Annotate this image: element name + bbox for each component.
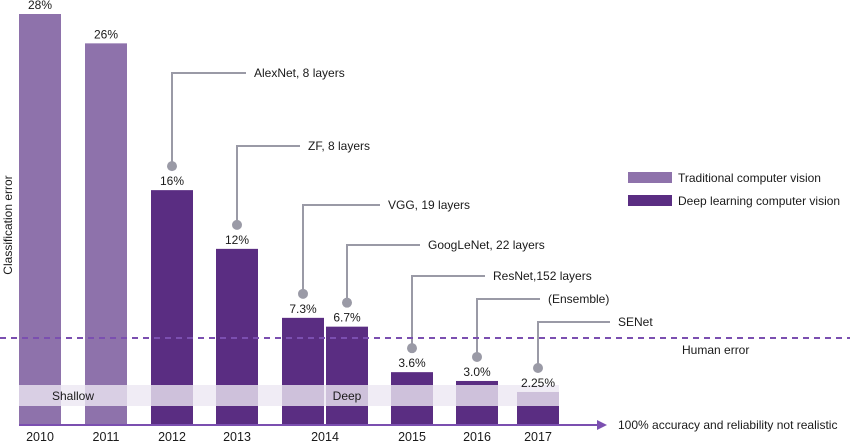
- value-label-4: 7.3%: [289, 302, 317, 316]
- x-tick-labels: 2010 2011 2012 2013 2014 2015 2016 2017: [26, 430, 552, 444]
- callout-line-7: [476, 298, 540, 357]
- callout-line-8: [537, 321, 610, 368]
- callout-dot-7: [472, 351, 482, 362]
- legend-label-deep: Deep learning computer vision: [678, 194, 840, 208]
- human-error-line-group: Human error: [0, 337, 850, 357]
- value-label-8: 2.25%: [521, 376, 555, 390]
- callout-line-6: [411, 275, 485, 349]
- callout-layer: AlexNet, 8 layers ZF, 8 layers VGG, 19 lay…: [167, 66, 653, 373]
- bar-2014-4: [282, 317, 324, 425]
- bar-2011-1: [85, 43, 127, 425]
- x-axis-arrow-icon: [597, 420, 607, 430]
- bar-2010-0: [19, 14, 61, 425]
- band-label-shallow: Shallow: [52, 389, 94, 403]
- x-axis: 100% accuracy and reliability not realis…: [19, 418, 837, 432]
- x-tick-2010: 2010: [26, 430, 54, 444]
- callout-dot-2: [167, 161, 177, 172]
- legend-swatch-traditional: [628, 172, 672, 183]
- value-label-6: 3.6%: [398, 356, 426, 370]
- callout-line-4: [302, 204, 380, 294]
- legend-label-traditional: Traditional computer vision: [678, 171, 821, 185]
- callout-line-5: [346, 244, 420, 303]
- callout-dot-3: [232, 219, 242, 230]
- value-label-3: 12%: [225, 233, 249, 247]
- annotation-2: AlexNet, 8 layers: [254, 66, 345, 80]
- human-error-label: Human error: [682, 343, 749, 357]
- annotation-5: GoogLeNet, 22 layers: [428, 238, 545, 252]
- y-axis-label: Classification error: [1, 175, 15, 274]
- axis-note: 100% accuracy and reliability not realis…: [618, 418, 837, 432]
- value-label-2: 16%: [160, 174, 184, 188]
- x-tick-2013: 2013: [223, 430, 251, 444]
- band-layer: Shallow Deep: [19, 385, 559, 406]
- value-label-5: 6.7%: [333, 311, 361, 325]
- value-label-1: 26%: [94, 27, 118, 41]
- value-label-0: 28%: [28, 0, 52, 12]
- band-background: [19, 385, 559, 406]
- annotation-8: SENet: [618, 315, 653, 329]
- x-tick-2011: 2011: [93, 430, 120, 444]
- callout-line-3: [236, 145, 300, 225]
- annotation-7: (Ensemble): [548, 292, 609, 306]
- legend: Traditional computer vision Deep learnin…: [628, 171, 840, 208]
- x-tick-2016: 2016: [463, 430, 491, 444]
- callout-dot-8: [533, 362, 543, 373]
- bars-layer: [19, 14, 559, 425]
- annotation-4: VGG, 19 layers: [388, 198, 470, 212]
- band-label-deep: Deep: [333, 389, 362, 403]
- value-label-7: 3.0%: [463, 365, 491, 379]
- callout-line-2: [171, 72, 246, 167]
- annotation-6: ResNet,152 layers: [493, 269, 592, 283]
- x-tick-2015: 2015: [398, 430, 426, 444]
- legend-swatch-deep: [628, 195, 672, 206]
- x-tick-2012: 2012: [158, 430, 186, 444]
- callout-dot-4: [298, 288, 308, 299]
- x-tick-2014: 2014: [311, 430, 339, 444]
- callout-dot-5: [342, 297, 352, 308]
- bar-2014-5: [326, 326, 368, 425]
- annotation-3: ZF, 8 layers: [308, 139, 370, 153]
- x-tick-2017: 2017: [524, 430, 552, 444]
- value-labels: 28% 26% 16% 12% 7.3% 6.7% 3.6% 3.0% 2.25%: [28, 0, 555, 390]
- callout-dot-6: [407, 343, 417, 354]
